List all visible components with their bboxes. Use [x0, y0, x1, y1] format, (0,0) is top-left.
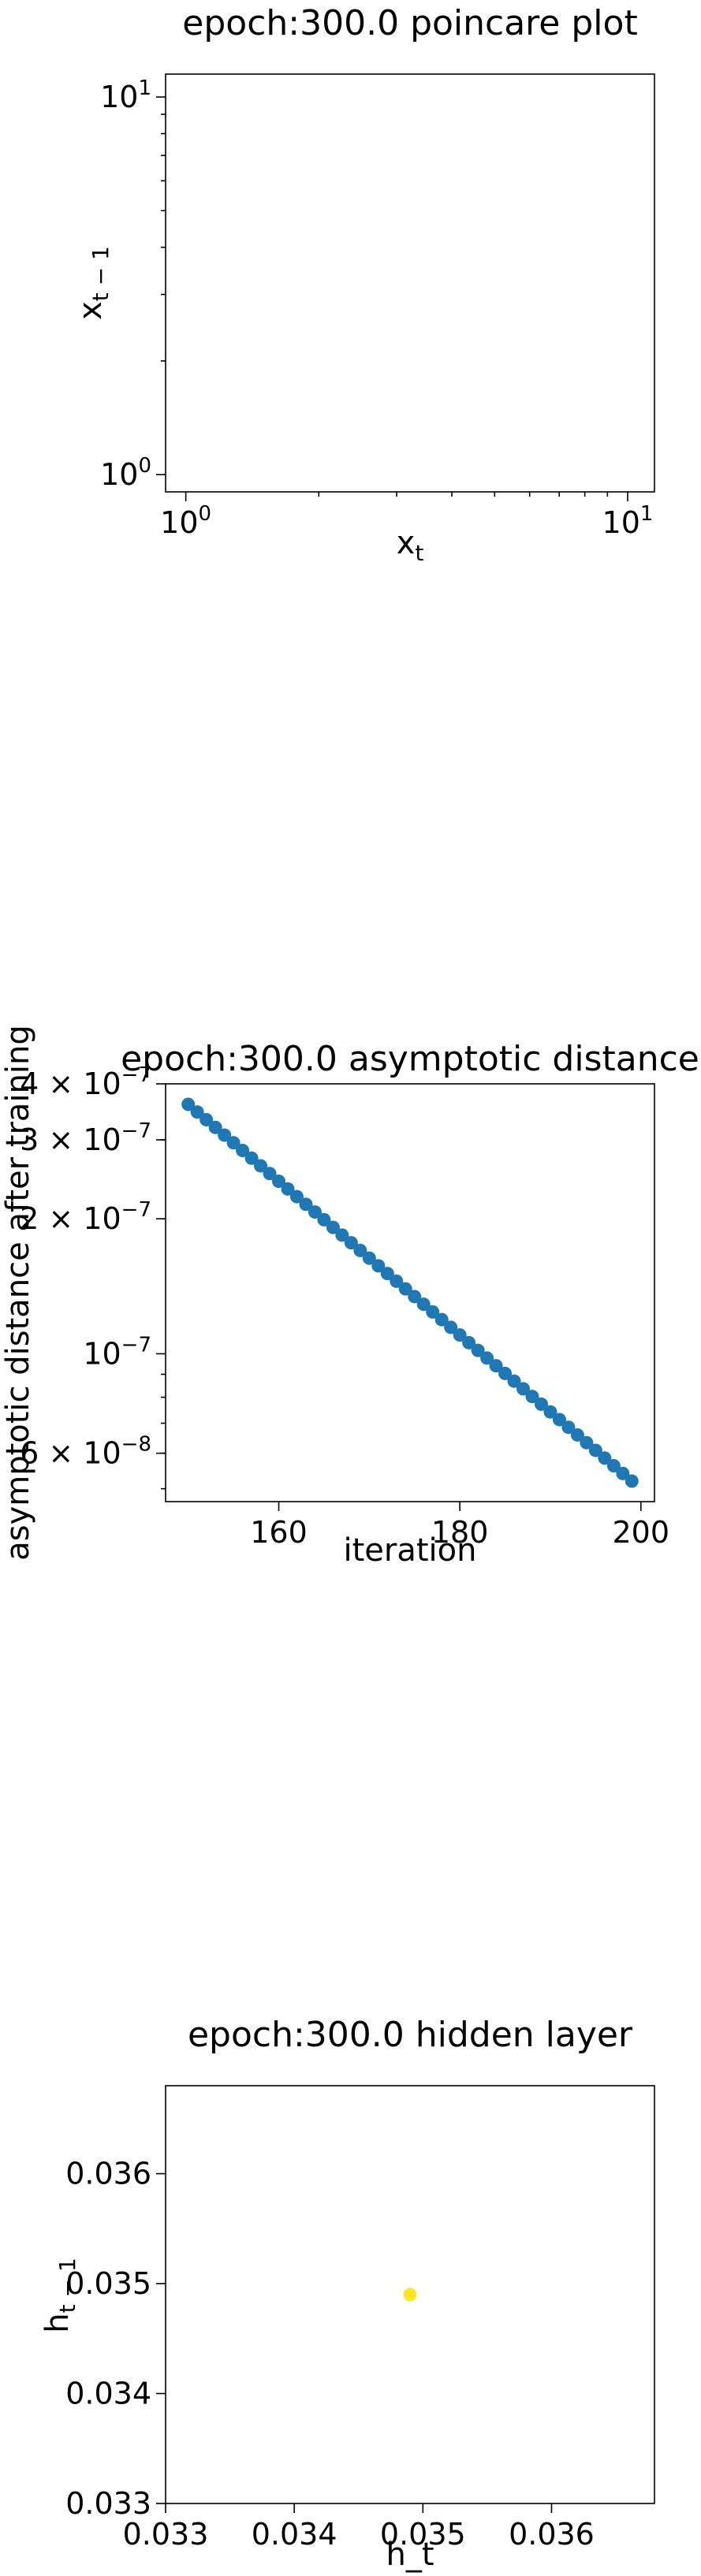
poincare-chart: epoch:300.0 poincare plot 100 101 100 101 x…	[73, 3, 655, 566]
asymptotic-point	[254, 1159, 268, 1173]
asymptotic-point	[498, 1366, 513, 1380]
hidden-y-tick-label: 0.033	[65, 2486, 151, 2521]
poincare-ticks: 100 101 100 101	[100, 76, 653, 540]
asymptotic-x-tick-label: 200	[613, 1515, 670, 1550]
asymptotic-y-tick-label: 10−7	[83, 1333, 151, 1371]
asymptotic-xlabel: iteration	[344, 1532, 477, 1569]
asymptotic-y-tick-label: 2 × 10−7	[20, 1198, 151, 1236]
asymptotic-point	[344, 1236, 358, 1250]
hidden-point	[403, 2288, 417, 2302]
asymptotic-point	[263, 1167, 277, 1181]
asymptotic-point	[244, 1151, 259, 1165]
hidden-title: epoch:300.0 hidden layer	[188, 2015, 633, 2055]
asymptotic-point	[606, 1458, 621, 1472]
asymptotic-points	[181, 1097, 639, 1488]
hidden-x-tick-label: 0.033	[123, 2517, 209, 2552]
asymptotic-point	[371, 1259, 386, 1273]
asymptotic-x-tick-label: 160	[250, 1515, 308, 1550]
asymptotic-point	[181, 1097, 196, 1111]
poincare-x-tick-label: 100	[160, 502, 211, 540]
hidden-y-tick-label: 0.036	[65, 2157, 151, 2191]
asymptotic-point	[335, 1228, 349, 1242]
asymptotic-point	[507, 1374, 521, 1388]
poincare-xlabel: xt	[397, 525, 424, 566]
hidden-x-tick-label: 0.036	[509, 2517, 595, 2552]
asymptotic-point	[190, 1105, 204, 1119]
asymptotic-ticks: 160 180 200 4 × 10−7 3 × 10−7 2 × 10−7 10−7 6 ×…	[20, 1063, 669, 1550]
asymptotic-point	[480, 1351, 494, 1365]
asymptotic-point	[471, 1343, 485, 1357]
hidden-layer-chart: epoch:300.0 hidden layer 0.033 0.034 0.035…	[39, 2015, 655, 2573]
hidden-y-tick-label: 0.035	[65, 2266, 151, 2301]
poincare-y-tick-label: 101	[100, 76, 151, 114]
hidden-xlabel: h_t	[386, 2537, 434, 2573]
asymptotic-point	[525, 1390, 539, 1404]
poincare-plot-area	[165, 73, 655, 493]
asymptotic-point	[317, 1212, 331, 1227]
asymptotic-point	[398, 1282, 412, 1296]
hidden-x-tick-label: 0.035	[380, 2517, 466, 2552]
asymptotic-point	[308, 1205, 322, 1219]
asymptotic-point	[390, 1274, 404, 1288]
asymptotic-point	[218, 1128, 232, 1142]
hidden-points	[403, 2288, 417, 2302]
poincare-x-tick-label: 101	[602, 502, 654, 540]
asymptotic-y-tick-label: 3 × 10−7	[20, 1119, 151, 1157]
asymptotic-point	[444, 1320, 458, 1335]
asymptotic-point	[489, 1359, 503, 1373]
asymptotic-point	[226, 1136, 241, 1150]
asymptotic-point	[281, 1182, 295, 1196]
asymptotic-point	[208, 1120, 222, 1134]
asymptotic-point	[534, 1397, 548, 1411]
hidden-ticks: 0.033 0.034 0.035 0.036 0.033 0.034 0.035 0.036	[65, 2157, 595, 2552]
asymptotic-point	[616, 1466, 630, 1480]
asymptotic-point	[561, 1420, 576, 1435]
asymptotic-point	[434, 1312, 449, 1327]
asymptotic-point	[408, 1290, 422, 1304]
asymptotic-point	[453, 1328, 467, 1342]
asymptotic-point	[552, 1413, 566, 1427]
asymptotic-point	[380, 1267, 394, 1281]
asymptotic-point	[625, 1474, 639, 1488]
asymptotic-point	[326, 1220, 340, 1234]
asymptotic-point	[289, 1189, 304, 1204]
hidden-ylabel: ht − 1	[39, 2258, 80, 2332]
asymptotic-point	[426, 1305, 440, 1319]
asymptotic-y-tick-label: 6 × 10−8	[20, 1433, 151, 1471]
asymptotic-y-tick-label: 4 × 10−7	[20, 1063, 151, 1101]
asymptotic-point	[236, 1144, 250, 1158]
asymptotic-point	[272, 1174, 286, 1189]
asymptotic-point	[543, 1405, 557, 1419]
asymptotic-point	[462, 1335, 476, 1349]
asymptotic-point	[588, 1443, 602, 1457]
asymptotic-point	[353, 1243, 367, 1257]
asymptotic-title: epoch:300.0 asymptotic distance	[121, 1039, 699, 1079]
hidden-x-tick-label: 0.034	[252, 2517, 337, 2552]
asymptotic-plot-area	[165, 1083, 655, 1502]
hidden-y-tick-label: 0.034	[65, 2377, 151, 2411]
asymptotic-point	[299, 1197, 313, 1212]
hidden-plot-area	[165, 2085, 655, 2504]
asymptotic-ylabel: asymptotic distance after training	[0, 1025, 36, 1561]
asymptotic-point	[416, 1297, 431, 1312]
asymptotic-point	[516, 1382, 531, 1396]
poincare-ylabel: xt − 1	[73, 246, 114, 320]
asymptotic-point	[199, 1113, 214, 1127]
asymptotic-chart: epoch:300.0 asymptotic distance 160 180 20…	[0, 1025, 699, 1569]
asymptotic-point	[580, 1435, 594, 1450]
asymptotic-x-tick-label: 180	[431, 1515, 489, 1550]
poincare-title: epoch:300.0 poincare plot	[182, 3, 637, 43]
asymptotic-point	[362, 1251, 376, 1265]
poincare-y-tick-label: 100	[100, 454, 151, 492]
asymptotic-point	[570, 1428, 584, 1442]
asymptotic-point	[598, 1451, 612, 1465]
